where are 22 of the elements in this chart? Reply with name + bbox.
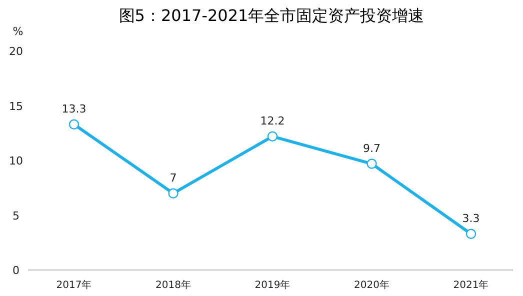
- x-tick-label: 2020年: [354, 279, 390, 291]
- x-tick-label: 2018年: [156, 279, 191, 291]
- point: [168, 188, 178, 198]
- y-tick-label: 20: [9, 45, 23, 58]
- data-label: 13.3: [62, 102, 86, 116]
- point: [366, 158, 377, 169]
- y-tick-label: 10: [9, 154, 23, 168]
- point: [466, 228, 476, 239]
- data-label: 7: [170, 171, 177, 184]
- chart-title: 图5：2017-2021年全市固定资产投资增速: [118, 6, 424, 25]
- y-axis-title: %: [12, 25, 24, 38]
- point: [68, 119, 80, 130]
- x-tick-label: 2021年: [453, 279, 489, 291]
- data-label: 12.2: [260, 114, 285, 128]
- y-tick-label: 5: [12, 209, 20, 222]
- x-tick-label: 2017年: [56, 279, 92, 291]
- y-tick-label: 0: [12, 264, 20, 277]
- point: [267, 131, 278, 142]
- x-tick-label: 2019年: [254, 279, 290, 291]
- y-tick-label: 15: [9, 100, 23, 113]
- data-label: 3.3: [462, 212, 480, 225]
- data-label: 9.7: [363, 142, 380, 155]
